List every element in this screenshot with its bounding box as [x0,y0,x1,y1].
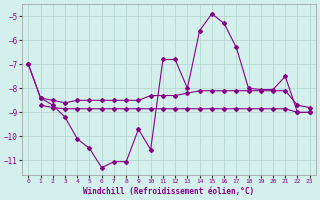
X-axis label: Windchill (Refroidissement éolien,°C): Windchill (Refroidissement éolien,°C) [84,187,255,196]
